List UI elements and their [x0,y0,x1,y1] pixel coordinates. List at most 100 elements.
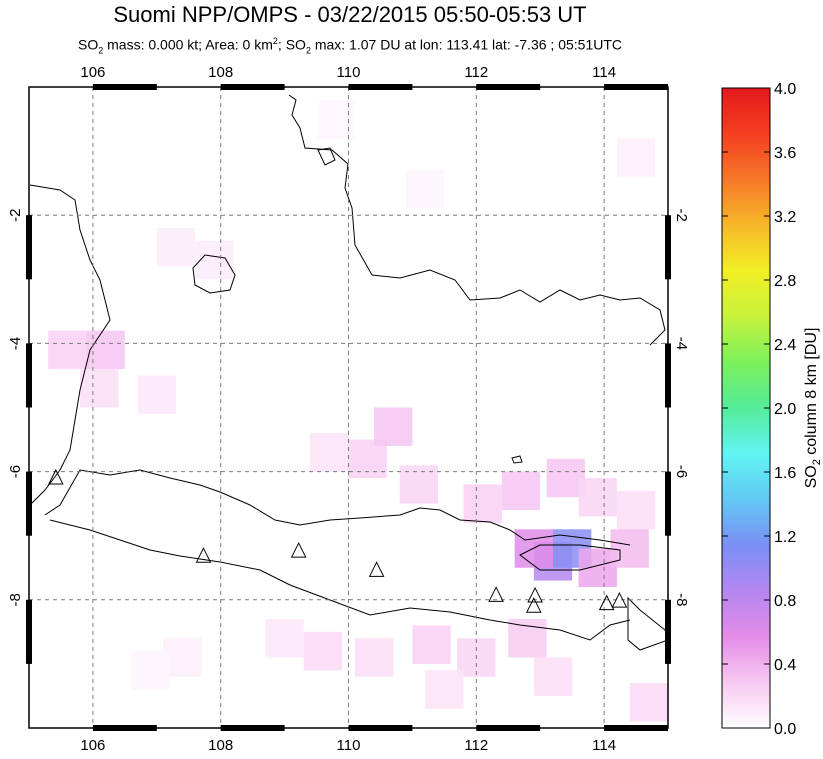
axis-ticks: 106 106 108 108 110 110 112 112 114 114 -2 -2 -4 -4 -6… [7,64,690,754]
sumatra-coastline [29,184,111,506]
belitung-coastline [317,147,336,166]
lon-frame-segment [92,84,157,90]
lon-frame-segment [604,725,668,731]
lat-tick-label-right: -2 [673,209,690,222]
lat-tick-label-right: -8 [673,593,690,606]
so2-cell [354,638,394,677]
page-title: Suomi NPP/OMPS - 03/22/2015 05:50-05:53 … [113,2,587,27]
triangle-icon [611,591,628,608]
triangle-icon [527,586,543,603]
so2-cell [265,619,304,658]
lat-frame-segment [26,471,32,536]
colorbar: 4.0 3.6 3.2 2.8 2.4 2.0 1.6 1.2 0.8 0.4 0.0 SO2 col… [721,81,823,738]
lat-frame-segment [665,599,671,664]
lon-frame-segment [348,725,413,731]
lon-tick-label-bottom: 112 [464,737,488,754]
so2-cell [195,240,234,280]
java-north-coast [44,469,631,546]
so2-cell [616,138,656,177]
lat-frame-segment [26,599,32,664]
map-subtitle: SO2 mass: 0.000 kt; Area: 0 km2; SO2 max… [77,36,623,56]
so2-cell [316,99,355,139]
so2-cell [406,170,445,209]
lon-tick-label-bottom: 108 [208,737,233,754]
bangka-coastline [192,254,236,294]
lat-tick-label-left: -4 [7,337,24,350]
colorbar-tick-label: 3.6 [774,145,796,162]
colorbar-tick-label: 1.2 [774,529,796,546]
colorbar-tick-label: 0.4 [774,657,796,674]
so2-max-value: 1.07 [349,36,377,53]
colorbar-tick-label: 2.8 [774,273,796,290]
time-value: 05:51UTC [558,36,623,53]
so2-layer [48,99,668,722]
lat-frame-segment [665,471,671,536]
so2-cell [508,619,547,658]
so2-cell [629,683,668,722]
lon-frame-segment [604,84,668,90]
lon-tick-label-top: 110 [337,64,361,81]
so2-cell [131,651,170,690]
triangle-icon [488,586,504,602]
lon-tick-label-bottom: 106 [80,737,105,754]
so2-cell [610,529,649,568]
lon-frame-segment [220,725,285,731]
lon-value: 113.41 [446,36,489,53]
colorbar-gradient [721,87,771,729]
colorbar-tick-label: 4.0 [774,81,796,98]
so2-cell [86,330,125,370]
lat-tick-label-left: -6 [7,465,24,478]
lat-value: -7.36 [514,36,547,53]
colorbar-tick-label: 2.0 [774,401,796,418]
so2-cell [303,631,343,671]
lon-frame-segment [220,84,285,90]
coastline-layer [29,94,669,651]
lon-frame-segment [476,84,541,90]
volcano-layer [48,468,628,613]
so2-cell [533,657,573,696]
lat-tick-label-left: -8 [7,593,24,606]
lon-tick-label-bottom: 110 [337,737,361,754]
colorbar-tick-label: 3.2 [774,209,796,226]
lon-tick-label-top: 108 [208,64,233,81]
lat-tick-label-right: -4 [673,337,690,350]
so2-cell [374,407,413,446]
borneo-coastline [288,94,666,346]
area-value: 0 [242,36,251,53]
so2-cell [501,471,541,511]
lat-frame-segment [665,343,671,408]
triangle-icon [526,597,542,613]
so2-mass-value: 0.000 [148,36,184,53]
so2-cell [80,369,119,408]
lon-tick-label-top: 112 [464,64,488,81]
lon-tick-label-bottom: 114 [592,737,616,754]
so2-cell [412,625,451,664]
triangle-icon [195,547,212,563]
triangle-icon [598,594,615,611]
lat-frame-segment [26,215,32,280]
so2-cell [137,375,176,414]
graticule [29,87,668,728]
triangle-icon [290,541,307,558]
so2-cell [578,478,617,517]
lat-tick-label-right: -6 [673,465,690,478]
colorbar-label: SO2 column 8 km [DU] [803,328,823,489]
triangle-icon [368,561,385,577]
colorbar-tick-label: 1.6 [774,465,796,482]
lon-tick-label-top: 114 [592,64,616,81]
lon-tick-label-top: 106 [80,64,105,81]
colorbar-tick-label: 0.0 [774,721,796,738]
lat-frame-segment [665,215,671,280]
lon-frame-segment [92,725,157,731]
bali-coastline [627,596,669,651]
colorbar-tick-label: 0.8 [774,593,796,610]
so2-cell [156,228,196,267]
so2-cell [399,465,438,504]
so2-cell [310,433,349,472]
lat-frame-segment [26,343,32,408]
lon-frame-segment [476,725,541,731]
so2-cell [425,670,464,709]
so2-cell [616,490,656,530]
so2-cell [48,330,87,370]
